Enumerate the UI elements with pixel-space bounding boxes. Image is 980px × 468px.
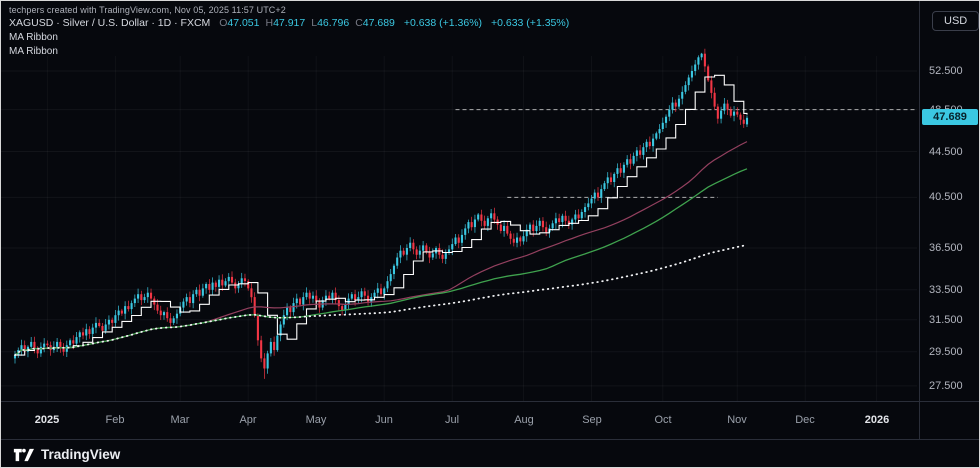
- ohlc-value: 47.051: [227, 17, 260, 29]
- tradingview-logo-icon[interactable]: [13, 447, 34, 463]
- time-axis-label-jun: Jun: [375, 414, 393, 426]
- footer-bar: TradingView: [1, 439, 979, 467]
- currency-toggle-button[interactable]: USD: [932, 11, 979, 31]
- ohlc-value: 47.689: [362, 17, 395, 29]
- time-axis-label-apr: Apr: [239, 414, 257, 426]
- ohlc-value: 46.796: [317, 17, 350, 29]
- ohlc-value: 47.917: [273, 17, 306, 29]
- chart-legend: XAGUSD · Silver / U.S. Dollar · 1D · FXC…: [9, 17, 569, 57]
- indicator-label-ma-ribbon-2[interactable]: MA Ribbon: [9, 46, 58, 57]
- price-axis-label: 40.500: [929, 191, 963, 203]
- time-axis-label-feb: Feb: [105, 414, 125, 426]
- indicator-label-ma-ribbon-1[interactable]: MA Ribbon: [9, 32, 58, 43]
- time-axis-label-2026: 2026: [864, 414, 890, 426]
- price-axis[interactable]: USD 47.689 52.50048.50044.50040.50036.50…: [919, 1, 979, 439]
- price-axis-label: 29.500: [929, 346, 963, 358]
- time-axis-label-may: May: [305, 414, 327, 426]
- brand-name[interactable]: TradingView: [41, 447, 121, 462]
- time-axis[interactable]: 2025 Feb Mar Apr May Jun Jul Aug Sep Oct Nov Dec 202…: [1, 401, 979, 440]
- time-axis-label-dec: Dec: [795, 414, 815, 426]
- last-price-label: 47.689: [922, 109, 978, 125]
- time-axis-label-nov: Nov: [727, 414, 747, 426]
- symbol-title[interactable]: XAGUSD · Silver / U.S. Dollar · 1D · FXC…: [9, 17, 211, 29]
- time-axis-label-oct: Oct: [654, 414, 672, 426]
- ohlc-letter: L: [311, 17, 318, 29]
- change-value-secondary: +0.633 (+1.35%): [490, 17, 570, 29]
- ohlc-letter: O: [219, 17, 228, 29]
- time-axis-label-aug: Aug: [514, 414, 534, 426]
- price-axis-label: 52.500: [929, 65, 963, 77]
- ohlc-letter: C: [355, 17, 363, 29]
- time-axis-label-mar: Mar: [170, 414, 190, 426]
- price-axis-label: 27.500: [929, 380, 963, 392]
- price-axis-label: 36.500: [929, 242, 963, 254]
- price-axis-label: 33.500: [929, 284, 963, 296]
- attribution-text: techpers created with TradingView.com, N…: [9, 5, 286, 15]
- time-axis-label-2025: 2025: [34, 414, 60, 426]
- time-axis-label-jul: Jul: [444, 414, 460, 426]
- ohlc-values: O47.051 H47.917 L46.796 C47.689: [213, 17, 395, 29]
- symbol-row: XAGUSD · Silver / U.S. Dollar · 1D · FXC…: [9, 17, 569, 29]
- price-axis-label: 44.500: [929, 146, 963, 158]
- change-value: +0.638 (+1.36%): [403, 17, 483, 29]
- ohlc-letter: H: [265, 17, 274, 29]
- time-axis-label-sep: Sep: [582, 414, 602, 426]
- price-axis-label: 31.500: [929, 314, 963, 326]
